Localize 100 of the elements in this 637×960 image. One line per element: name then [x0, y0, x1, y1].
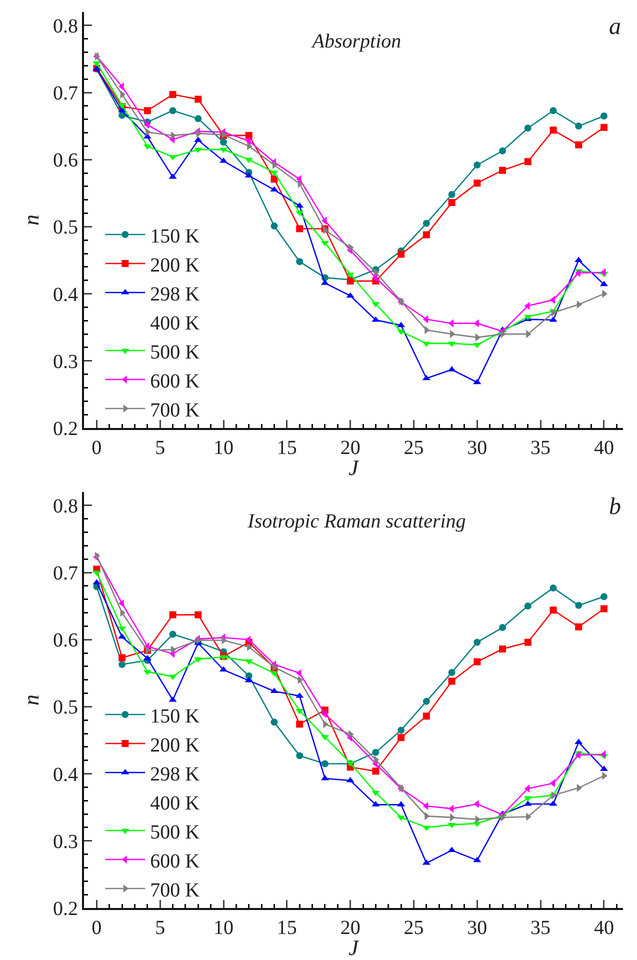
point	[474, 161, 481, 168]
point	[194, 115, 202, 122]
point	[169, 630, 176, 638]
x-tick-label: 5	[155, 917, 166, 939]
legend-label: 150 K	[150, 225, 200, 248]
point	[270, 718, 278, 726]
point	[600, 124, 608, 131]
point	[194, 148, 202, 154]
point	[422, 698, 430, 705]
y-tick-label: 0.6	[53, 630, 78, 652]
legend-label: 600 K	[150, 370, 200, 392]
point	[600, 112, 608, 120]
point	[576, 300, 582, 309]
point	[473, 378, 482, 384]
point	[372, 748, 380, 756]
y-tick-label: 0.4	[53, 284, 78, 306]
point	[372, 768, 380, 775]
point	[524, 784, 530, 793]
legend-label: 200 K	[150, 734, 200, 756]
point	[473, 856, 482, 862]
point	[118, 660, 126, 668]
point	[575, 602, 582, 609]
text: 400 K	[150, 792, 200, 814]
x-tick-label: 30	[467, 917, 488, 939]
x-tick-label: 25	[404, 917, 424, 939]
point	[448, 804, 454, 813]
point	[372, 790, 380, 796]
point	[475, 815, 481, 824]
point	[422, 374, 430, 380]
point	[448, 199, 456, 206]
point	[575, 122, 582, 130]
x-tick-label: 35	[530, 917, 551, 939]
point	[397, 322, 406, 328]
point	[296, 720, 304, 728]
point	[448, 319, 454, 328]
point	[500, 813, 506, 822]
point	[398, 734, 405, 742]
legend-label: 200 K	[150, 254, 200, 276]
x-tick-label: 40	[594, 917, 614, 939]
point	[244, 158, 253, 164]
point	[448, 191, 456, 198]
point	[500, 330, 506, 338]
y-tick-label: 0.3	[53, 830, 78, 853]
point	[296, 752, 304, 760]
point	[600, 750, 606, 758]
point	[499, 147, 506, 154]
point	[143, 654, 152, 660]
point	[194, 657, 202, 663]
point	[422, 315, 428, 324]
point	[474, 180, 481, 187]
x-tick-label: 35	[530, 437, 551, 459]
point	[296, 258, 304, 266]
point	[118, 633, 126, 639]
legend-label: 700 K	[150, 879, 200, 902]
point	[575, 141, 582, 148]
point	[600, 268, 606, 276]
point	[422, 220, 430, 227]
point	[372, 316, 380, 322]
point	[296, 708, 304, 714]
point	[422, 231, 430, 238]
point	[524, 638, 532, 646]
x-tick-label: 15	[276, 917, 297, 939]
point	[244, 659, 253, 665]
y-axis-title: n	[18, 694, 44, 706]
y-tick-label: 0.3	[53, 350, 78, 373]
point	[398, 250, 405, 258]
x-tick-label: 30	[467, 437, 488, 459]
x-tick-label: 15	[276, 437, 297, 459]
point	[524, 124, 532, 132]
point	[575, 623, 582, 630]
x-tick-label: 40	[594, 437, 614, 459]
point	[245, 132, 252, 139]
point	[374, 268, 380, 276]
point	[120, 608, 126, 617]
point	[194, 611, 202, 618]
y-tick-label: 0.2	[53, 418, 78, 440]
legend-label: 600 K	[150, 850, 200, 872]
point	[600, 605, 608, 612]
point	[524, 302, 530, 310]
point	[499, 166, 506, 174]
x-tick-label: 5	[155, 437, 166, 459]
point	[346, 292, 354, 298]
text: Absorption	[310, 30, 402, 53]
point	[474, 658, 481, 666]
point	[574, 256, 583, 262]
point	[296, 225, 304, 232]
y-tick-label: 0.2	[53, 898, 78, 920]
point	[474, 638, 481, 646]
point	[448, 668, 456, 676]
point	[549, 316, 558, 322]
legend-label: 150 K	[150, 705, 200, 728]
y-tick-label: 0.8	[53, 15, 78, 38]
point	[550, 584, 557, 592]
point	[222, 636, 228, 644]
point	[398, 726, 405, 734]
point	[270, 688, 278, 694]
y-tick-label: 0.6	[53, 150, 78, 172]
x-tick-label: 0	[92, 437, 102, 459]
legend-label: 298 K	[150, 283, 200, 306]
point	[270, 222, 278, 230]
